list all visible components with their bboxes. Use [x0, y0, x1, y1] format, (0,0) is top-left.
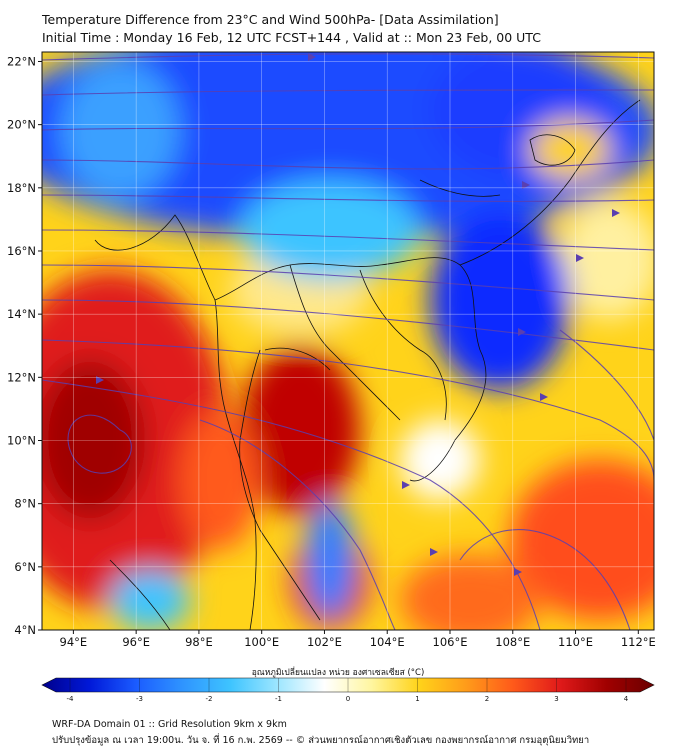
footer-credit: ปรับปรุงข้อมูล ณ เวลา 19:00น. วัน จ. ที่…	[52, 735, 590, 746]
lon-tick-label: 110°E	[558, 635, 593, 649]
lon-tick-label: 100°E	[244, 635, 279, 649]
wind-arrow-marks	[96, 53, 620, 576]
lat-tick-label: 18°N	[7, 181, 36, 195]
colorbar-tick-label: -4	[67, 695, 75, 703]
colorbar-tick-label: -2	[206, 695, 213, 703]
lat-tick-label: 4°N	[14, 623, 36, 637]
lat-tick-label: 12°N	[7, 370, 36, 384]
colorbar-tick-label: 3	[554, 695, 558, 703]
chart-subtitle: Initial Time : Monday 16 Feb, 12 UTC FCS…	[42, 30, 541, 45]
lon-tick-label: 112°E	[621, 635, 656, 649]
lon-tick-label: 94°E	[60, 635, 88, 649]
axis-ticks: 94°E 96°E 98°E 100°E 102°E 104°E 106°E 108°E 110…	[7, 54, 656, 649]
colorbar-tick-label: 0	[346, 695, 350, 703]
lat-tick-label: 22°N	[7, 54, 36, 68]
lat-tick-label: 6°N	[14, 560, 36, 574]
map-frame	[41, 51, 655, 631]
colorbar-tick-label: 1	[415, 695, 419, 703]
lat-tick-label: 20°N	[7, 118, 36, 132]
lon-tick-label: 104°E	[370, 635, 405, 649]
lat-tick-label: 8°N	[14, 497, 36, 511]
lon-tick-label: 102°E	[307, 635, 342, 649]
lon-tick-label: 96°E	[122, 635, 150, 649]
colorbar: -4 -3 -2 -1 0 1 2 3 4	[41, 677, 655, 703]
colorbar-tick-label: 4	[624, 695, 629, 703]
temperature-field	[42, 52, 654, 630]
lat-tick-label: 16°N	[7, 244, 36, 258]
footer-model-info: WRF-DA Domain 01 :: Grid Resolution 9km …	[52, 719, 287, 730]
colorbar-tick-label: -3	[136, 695, 143, 703]
colorbar-label: อุณหภูมิเปลี่ยนแปลง หน่วย องศาเซลเซียส (…	[251, 668, 425, 678]
chart-title: Temperature Difference from 23°C and Win…	[42, 12, 499, 27]
colorbar-tick-label: -1	[275, 695, 282, 703]
lat-tick-label: 14°N	[7, 307, 36, 321]
lon-tick-label: 98°E	[185, 635, 213, 649]
lat-tick-label: 10°N	[7, 433, 36, 447]
colorbar-tick-label: 2	[485, 695, 489, 703]
graticule	[42, 52, 654, 631]
lon-tick-label: 108°E	[495, 635, 530, 649]
lon-tick-label: 106°E	[433, 635, 468, 649]
